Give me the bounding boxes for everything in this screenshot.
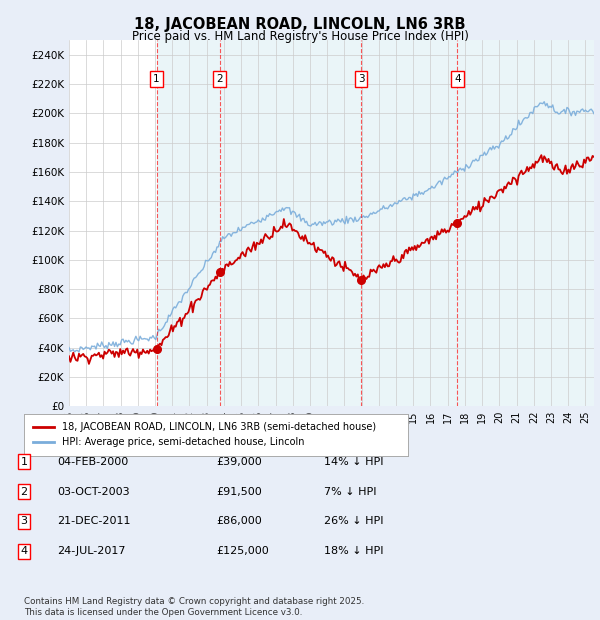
Text: 3: 3: [20, 516, 28, 526]
Text: £39,000: £39,000: [216, 457, 262, 467]
Bar: [220, 40, 361, 406]
Bar: [457, 40, 594, 406]
Text: 03-OCT-2003: 03-OCT-2003: [57, 487, 130, 497]
Bar: [361, 40, 457, 406]
Text: 3: 3: [358, 74, 364, 84]
Text: 24-JUL-2017: 24-JUL-2017: [57, 546, 125, 556]
Text: Price paid vs. HM Land Registry's House Price Index (HPI): Price paid vs. HM Land Registry's House …: [131, 30, 469, 43]
Text: 18, JACOBEAN ROAD, LINCOLN, LN6 3RB: 18, JACOBEAN ROAD, LINCOLN, LN6 3RB: [134, 17, 466, 32]
Text: £86,000: £86,000: [216, 516, 262, 526]
Text: £125,000: £125,000: [216, 546, 269, 556]
Text: 1: 1: [154, 74, 160, 84]
Text: 14% ↓ HPI: 14% ↓ HPI: [324, 457, 383, 467]
Text: Contains HM Land Registry data © Crown copyright and database right 2025.
This d: Contains HM Land Registry data © Crown c…: [24, 598, 364, 617]
Text: 4: 4: [454, 74, 461, 84]
Legend: 18, JACOBEAN ROAD, LINCOLN, LN6 3RB (semi-detached house), HPI: Average price, s: 18, JACOBEAN ROAD, LINCOLN, LN6 3RB (sem…: [33, 422, 376, 447]
Text: 21-DEC-2011: 21-DEC-2011: [57, 516, 131, 526]
Text: 7% ↓ HPI: 7% ↓ HPI: [324, 487, 377, 497]
Bar: [157, 40, 220, 406]
Text: 2: 2: [217, 74, 223, 84]
Text: 04-FEB-2000: 04-FEB-2000: [57, 457, 128, 467]
Text: £91,500: £91,500: [216, 487, 262, 497]
Text: 26% ↓ HPI: 26% ↓ HPI: [324, 516, 383, 526]
Text: 2: 2: [20, 487, 28, 497]
Text: 18% ↓ HPI: 18% ↓ HPI: [324, 546, 383, 556]
Text: 4: 4: [20, 546, 28, 556]
Text: 1: 1: [20, 457, 28, 467]
